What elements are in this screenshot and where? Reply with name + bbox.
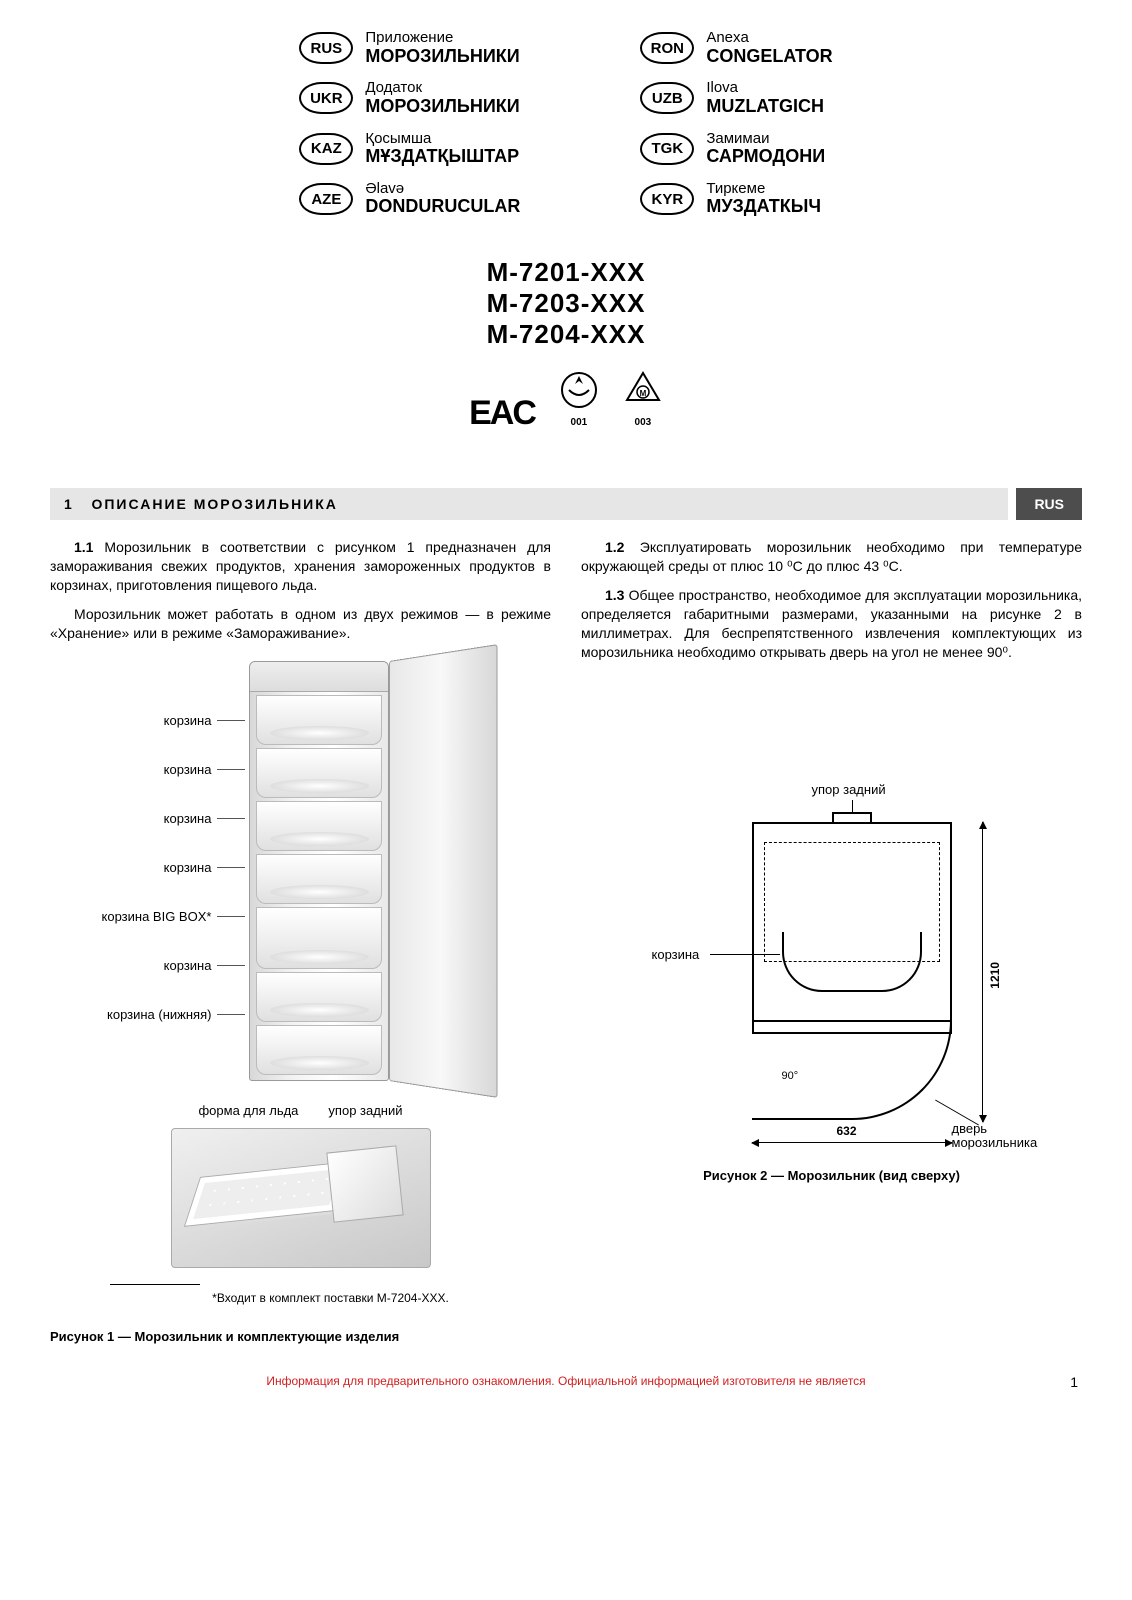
- lang-badge: TGK: [640, 133, 694, 165]
- figure-1: корзина корзина корзина корзина корзина BIG …: [50, 661, 551, 1344]
- lang-row-rus: RUS ПриложениеМОРОЗИЛЬНИКИ: [299, 30, 520, 66]
- lang-subtitle: Ilova: [706, 80, 824, 97]
- lang-badge: AZE: [299, 183, 353, 215]
- lang-subtitle: Приложение: [365, 30, 519, 47]
- paragraph-1-2: 1.2 Эксплуатировать морозильник необходи…: [581, 538, 1082, 576]
- lang-title: MUZLATGICH: [706, 97, 824, 117]
- freezer-door-illustration: [389, 644, 498, 1098]
- figure-2-caption: Рисунок 2 — Морозильник (вид сверху): [581, 1168, 1082, 1183]
- figure-1-footnote: *Входит в комплект поставки М-7204-ХХХ.: [110, 1291, 551, 1305]
- lang-title: DONDURUCULAR: [365, 197, 520, 217]
- drawer-label: корзина: [164, 762, 246, 777]
- lang-badge: RON: [640, 32, 694, 64]
- lang-row-ron: RON AnexaCONGELATOR: [640, 30, 832, 66]
- fig2-rear-stop-label: упор задний: [812, 782, 886, 797]
- certification-marks: EAC 001 M 003: [50, 370, 1082, 428]
- lang-title: МОРОЗИЛЬНИКИ: [365, 47, 519, 67]
- lang-subtitle: Тиркеме: [706, 181, 821, 198]
- fig2-door-label: дверь морозильника: [952, 1122, 1038, 1151]
- section-lang-badge: RUS: [1016, 488, 1082, 520]
- lang-badge: UKR: [299, 82, 353, 114]
- svg-text:M: M: [640, 389, 647, 398]
- drawer-label: корзина: [164, 811, 246, 826]
- drawer-label: корзина: [164, 860, 246, 875]
- eac-mark: EAC: [469, 398, 535, 429]
- lang-subtitle: Замимаи: [706, 131, 825, 148]
- lang-subtitle: Anexa: [706, 30, 832, 47]
- model-line: М-7201-ХХХ: [50, 257, 1082, 288]
- paragraph-1-1: 1.1 Морозильник в соответствии с рисунко…: [50, 538, 551, 595]
- page-number: 1: [1070, 1374, 1078, 1390]
- paragraph-1-3: 1.3 Общее пространство, необходимое для …: [581, 586, 1082, 662]
- rear-stop-label: упор задний: [328, 1103, 402, 1118]
- cert-code-003: 003: [623, 417, 663, 428]
- lang-row-ukr: UKR ДодатокМОРОЗИЛЬНИКИ: [299, 80, 520, 116]
- lang-title: САРМОДОНИ: [706, 147, 825, 167]
- model-line: М-7204-ХХХ: [50, 319, 1082, 350]
- lang-badge: KYR: [640, 183, 694, 215]
- fig2-depth-dimension: 1210: [988, 962, 1002, 989]
- model-line: М-7203-ХХХ: [50, 288, 1082, 319]
- lang-row-kaz: KAZ ҚосымшаМҰЗДАТҚЫШТАР: [299, 131, 520, 167]
- lang-badge: KAZ: [299, 133, 353, 165]
- model-list: М-7201-ХХХМ-7203-ХХХМ-7204-ХХХ: [50, 257, 1082, 350]
- fig2-basket-label: корзина: [652, 947, 700, 962]
- section-number: 1: [64, 496, 74, 512]
- lang-row-uzb: UZB IlovaMUZLATGICH: [640, 80, 832, 116]
- lang-title: МОРОЗИЛЬНИКИ: [365, 97, 519, 117]
- fig2-angle: 90°: [782, 1070, 799, 1082]
- disclaimer-text: Информация для предварительного ознакомл…: [50, 1374, 1082, 1388]
- accessories-illustration: [171, 1128, 431, 1268]
- lang-subtitle: Додаток: [365, 80, 519, 97]
- lang-row-tgk: TGK ЗамимаиСАРМОДОНИ: [640, 131, 832, 167]
- lang-subtitle: Əlavə: [365, 181, 520, 198]
- paragraph-1-1b: Морозильник может работать в одном из дв…: [50, 605, 551, 643]
- drawer-label: корзина: [164, 713, 246, 728]
- lang-title: МУЗДАТКЫЧ: [706, 197, 821, 217]
- lang-row-kyr: KYR ТиркемеМУЗДАТКЫЧ: [640, 181, 832, 217]
- fig2-width-dimension: 632: [837, 1124, 857, 1138]
- cert-mark-003: M: [623, 370, 663, 410]
- lang-title: МҰЗДАТҚЫШТАР: [365, 147, 519, 167]
- lang-subtitle: Қосымша: [365, 131, 519, 148]
- ice-tray-label: форма для льда: [198, 1103, 298, 1118]
- lang-row-aze: AZE ƏlavəDONDURUCULAR: [299, 181, 520, 217]
- section-title-text: ОПИСАНИЕ МОРОЗИЛЬНИКА: [91, 496, 337, 512]
- drawer-label: корзина: [164, 958, 246, 973]
- lang-badge: RUS: [299, 32, 353, 64]
- lang-badge: UZB: [640, 82, 694, 114]
- cert-mark-001: [559, 370, 599, 410]
- cert-code-001: 001: [559, 417, 599, 428]
- language-header: RUSПриложениеМОРОЗИЛЬНИКИUKRДодатокМОРОЗ…: [50, 30, 1082, 217]
- lang-title: CONGELATOR: [706, 47, 832, 67]
- section-header: 1 ОПИСАНИЕ МОРОЗИЛЬНИКА RUS: [50, 488, 1082, 520]
- drawer-label: корзина (нижняя): [107, 1007, 245, 1022]
- figure-2: упор задний корзина 632 1210: [581, 782, 1082, 1183]
- freezer-body-illustration: [249, 661, 389, 1081]
- figure-1-caption: Рисунок 1 — Морозильник и комплектующие …: [50, 1329, 551, 1344]
- drawer-label: корзина BIG BOX*: [102, 909, 246, 924]
